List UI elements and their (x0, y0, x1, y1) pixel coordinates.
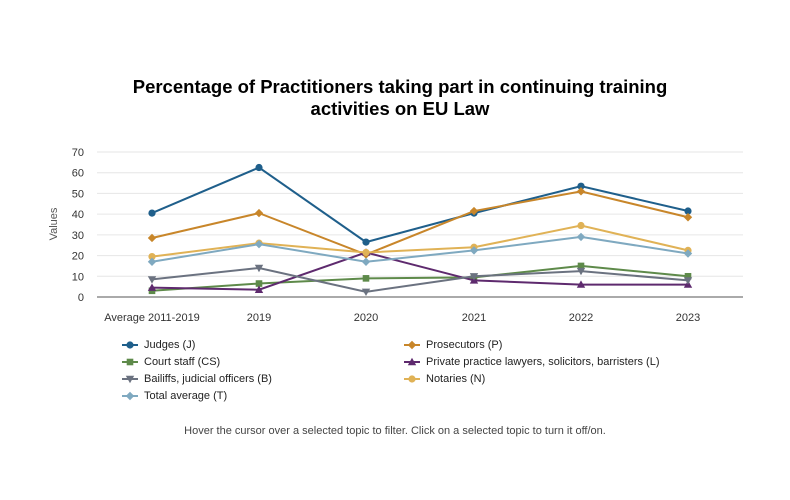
legend-marker-icon (407, 357, 417, 366)
legend-swatch-icon (122, 358, 138, 366)
y-tick-label: 60 (72, 168, 84, 180)
legend-marker-icon (408, 375, 416, 383)
legend-label: Judges (J) (144, 339, 196, 351)
x-tick-label: 2021 (462, 312, 486, 324)
data-point-judges-j[interactable] (148, 209, 156, 217)
chart-title: Percentage of Practitioners taking part … (132, 76, 668, 119)
data-point-court-staff-cs[interactable] (255, 280, 263, 287)
series-line-court-staff-cs[interactable] (151, 264, 689, 292)
legend-swatch-icon (122, 341, 138, 349)
legend-label: Notaries (N) (426, 373, 486, 385)
data-point-judges-j[interactable] (362, 238, 370, 246)
legend-label: Private practice lawyers, solicitors, ba… (426, 356, 660, 368)
data-point-total-average-t[interactable] (361, 257, 371, 266)
data-point-total-average-t[interactable] (147, 257, 157, 266)
legend: Judges (J) Prosecutors (P) Court staff (CS… (122, 338, 702, 403)
data-point-prosecutors-p[interactable] (576, 187, 586, 196)
data-point-bailiffs-judicial-officers-b[interactable] (254, 264, 264, 273)
data-point-court-staff-cs[interactable] (577, 262, 585, 270)
legend-item-judges-j[interactable]: Judges (J) (122, 338, 404, 352)
data-point-bailiffs-judicial-officers-b[interactable] (683, 277, 693, 285)
legend-label: Prosecutors (P) (426, 339, 503, 351)
data-point-prosecutors-p[interactable] (254, 208, 264, 218)
legend-swatch-icon (404, 357, 420, 366)
legend-swatch-icon (122, 375, 138, 384)
data-point-notaries-n[interactable] (148, 253, 156, 261)
data-point-bailiffs-judicial-officers-b[interactable] (147, 276, 157, 284)
legend-item-court-staff-cs[interactable]: Court staff (CS) (122, 355, 404, 369)
data-point-court-staff-cs[interactable] (362, 275, 370, 282)
legend-label: Court staff (CS) (144, 356, 221, 368)
series-line-judges-j[interactable] (151, 166, 689, 244)
data-point-prosecutors-p[interactable] (683, 213, 693, 222)
data-point-judges-j[interactable] (577, 182, 585, 190)
x-tick-label: Average 2011-2019 (104, 312, 200, 324)
data-point-private-practice-lawyers-solicitors-barristers-l[interactable] (147, 283, 157, 291)
y-tick-label: 40 (72, 209, 84, 221)
data-point-judges-j[interactable] (684, 207, 692, 215)
legend-swatch-icon (404, 375, 420, 383)
x-tick-label: 2020 (354, 312, 378, 324)
legend-item-bailiffs-judicial-officers-b[interactable]: Bailiffs, judicial officers (B) (122, 372, 404, 386)
legend-swatch-icon (122, 391, 138, 401)
data-point-notaries-n[interactable] (362, 248, 370, 257)
data-point-court-staff-cs[interactable] (684, 272, 692, 280)
data-point-total-average-t[interactable] (254, 239, 264, 249)
y-tick-label: 20 (72, 251, 84, 263)
legend-item-private-practice-lawyers-solicitors-barristers-l[interactable]: Private practice lawyers, solicitors, ba… (404, 355, 702, 369)
y-tick-label: 30 (72, 230, 84, 242)
data-point-total-average-t[interactable] (576, 232, 586, 242)
x-tick-label: 2022 (569, 312, 593, 324)
data-point-private-practice-lawyers-solicitors-barristers-l[interactable] (576, 280, 586, 288)
data-point-bailiffs-judicial-officers-b[interactable] (576, 267, 586, 276)
data-point-private-practice-lawyers-solicitors-barristers-l[interactable] (254, 285, 264, 293)
series-line-notaries-n[interactable] (151, 224, 689, 258)
legend-item-total-average-t[interactable]: Total average (T) (122, 389, 404, 403)
legend-label: Bailiffs, judicial officers (B) (144, 373, 272, 385)
line-chart: 0 10 20 30 40 50 60 70 Average 2011-2019 2019 2020… (48, 147, 743, 324)
x-tick-label: 2023 (676, 312, 700, 324)
y-axis-label: Values (48, 207, 60, 240)
legend-marker-icon (126, 358, 134, 366)
data-point-notaries-n[interactable] (577, 221, 585, 230)
y-tick-label: 10 (72, 271, 84, 283)
legend-marker-icon (407, 340, 417, 350)
footer-note: Hover the cursor over a selected topic t… (184, 425, 606, 437)
data-point-total-average-t[interactable] (683, 249, 693, 258)
legend-label: Total average (T) (144, 390, 228, 402)
y-tick-label: 70 (72, 147, 84, 159)
y-tick-label: 0 (78, 292, 84, 304)
data-point-total-average-t[interactable] (469, 246, 479, 255)
x-tick-label: 2019 (247, 312, 271, 324)
series-line-prosecutors-p[interactable] (151, 190, 689, 256)
series-line-total-average-t[interactable] (151, 235, 689, 263)
legend-marker-icon (125, 391, 135, 401)
legend-item-prosecutors-p[interactable]: Prosecutors (P) (404, 338, 702, 352)
data-point-bailiffs-judicial-officers-b[interactable] (361, 288, 371, 297)
y-tick-label: 50 (72, 188, 84, 200)
data-point-prosecutors-p[interactable] (469, 206, 479, 216)
legend-marker-icon (126, 341, 134, 349)
legend-item-notaries-n[interactable]: Notaries (N) (404, 372, 702, 386)
data-point-bailiffs-judicial-officers-b[interactable] (469, 273, 479, 281)
series-line-private-practice-lawyers-solicitors-barristers-l[interactable] (151, 251, 688, 291)
data-point-prosecutors-p[interactable] (147, 233, 157, 243)
data-point-judges-j[interactable] (255, 163, 263, 172)
legend-marker-icon (125, 375, 135, 384)
series-line-bailiffs-judicial-officers-b[interactable] (151, 266, 689, 293)
legend-swatch-icon (404, 340, 420, 350)
